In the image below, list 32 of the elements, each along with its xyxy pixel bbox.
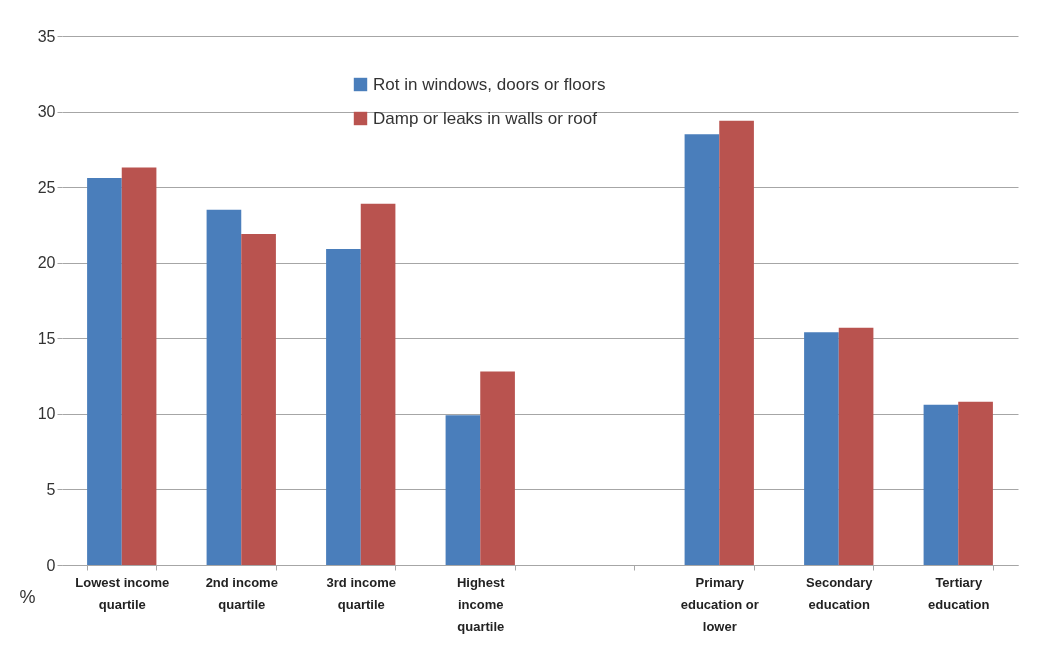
bar <box>326 249 361 565</box>
y-tick-label: 35 <box>37 27 56 45</box>
bar <box>480 371 515 565</box>
y-tick-label: 15 <box>37 329 56 347</box>
x-tick-label: Tertiary education <box>928 574 990 612</box>
bar <box>87 178 122 565</box>
y-tick-label: 10 <box>37 405 56 423</box>
bar <box>206 209 242 565</box>
legend-label: Damp or leaks in walls or roof <box>373 108 598 128</box>
y-axis-title: % <box>19 586 36 607</box>
y-tick-label: 0 <box>46 556 56 574</box>
bar <box>958 401 993 565</box>
x-tick-label: 2nd income quartile <box>205 574 278 612</box>
x-tick-label: Primary education or lower <box>680 574 759 634</box>
bar <box>241 234 276 565</box>
bar <box>719 120 754 565</box>
bar <box>121 167 157 565</box>
bar <box>804 332 839 565</box>
bar <box>360 203 396 565</box>
y-tick-label: 30 <box>37 103 56 121</box>
bar <box>923 404 959 565</box>
y-tick-label: 25 <box>37 178 56 196</box>
bar <box>838 327 874 565</box>
bar <box>445 415 481 565</box>
x-tick-label: Secondary education <box>806 574 874 612</box>
legend-label: Rot in windows, doors or floors <box>373 74 606 94</box>
y-tick-label: 5 <box>46 480 56 498</box>
y-tick-label: 20 <box>37 254 56 272</box>
x-tick-label: 3rd income quartile <box>326 574 396 612</box>
bar <box>684 134 720 565</box>
x-tick-label: Lowest income quartile <box>75 574 170 612</box>
x-tick-label: Highest income quartile <box>456 574 506 634</box>
